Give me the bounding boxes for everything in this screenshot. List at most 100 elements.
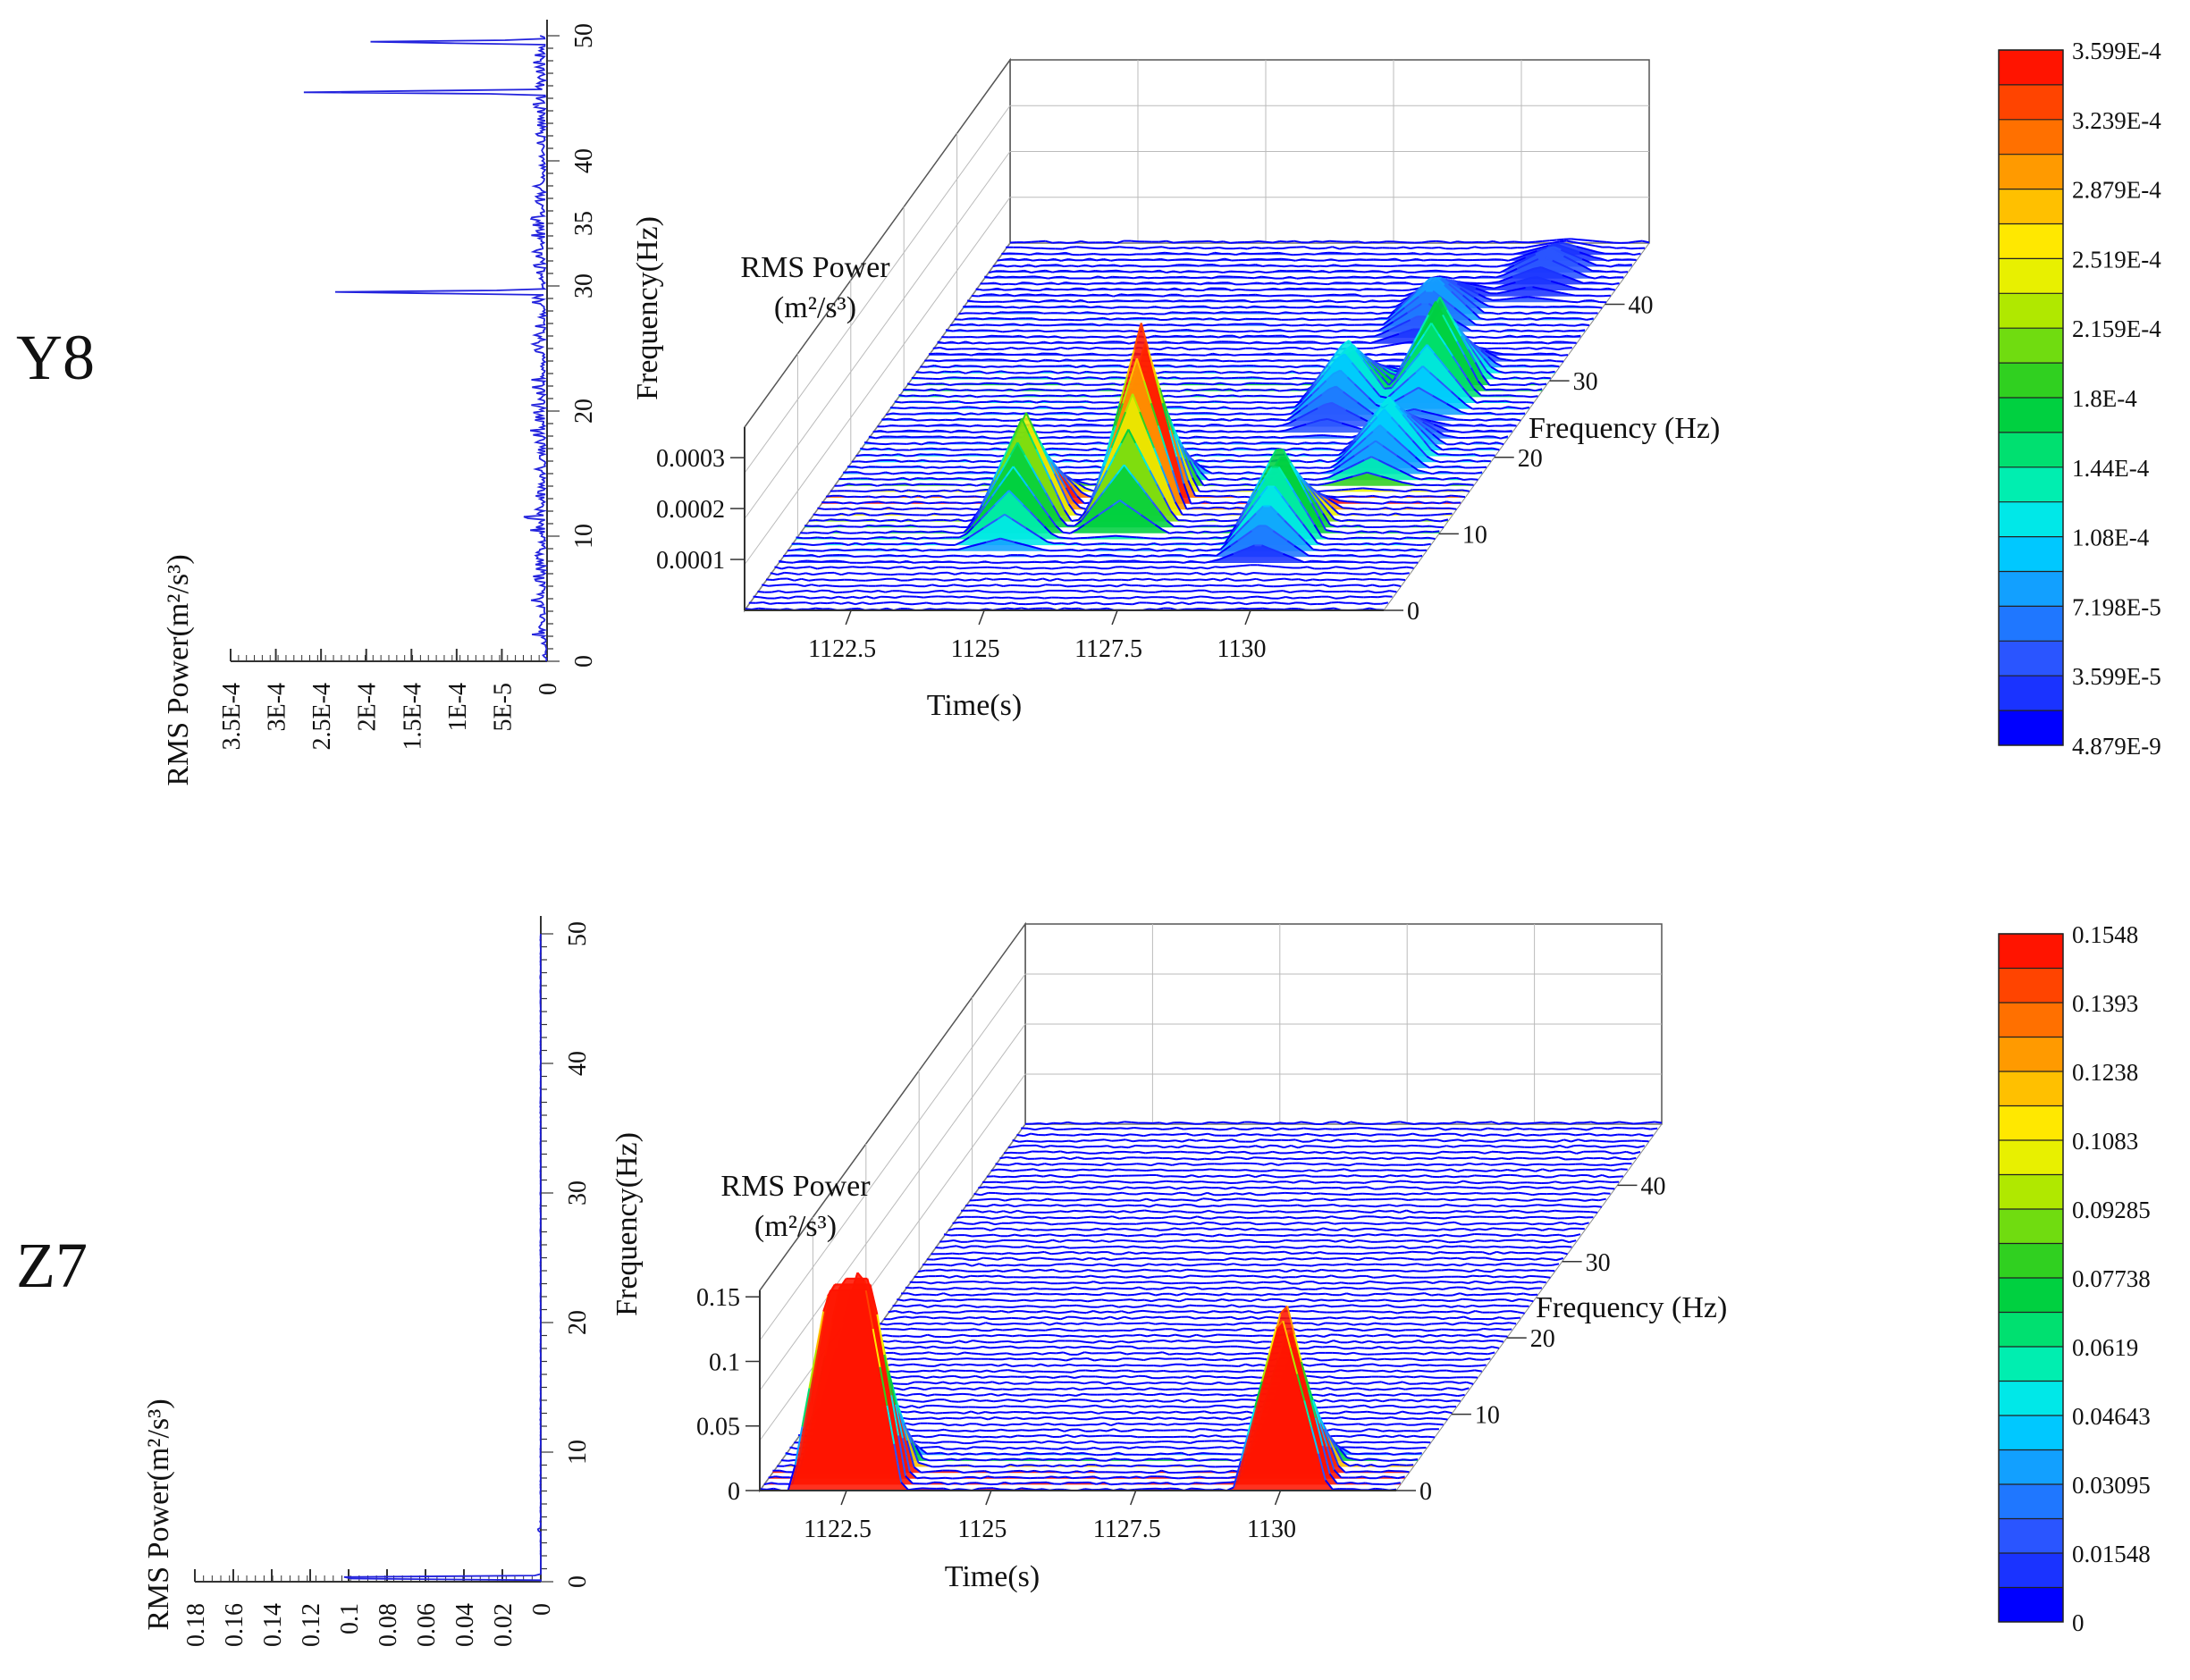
waterfall-strip-line xyxy=(1588,243,1596,248)
waterfall-strip-line xyxy=(1416,431,1425,442)
waterfall-strip-line xyxy=(1284,323,1292,327)
waterfall-strip-line xyxy=(1381,513,1389,517)
waterfall-strip-line xyxy=(1391,489,1399,492)
waterfall-strip-line xyxy=(1063,471,1071,475)
waterfall-strip-line xyxy=(1263,401,1271,404)
waterfall-strip-line xyxy=(980,511,989,520)
waterfall-strip-line xyxy=(1499,329,1508,333)
waterfall-strip-line xyxy=(1111,335,1120,338)
waterfall-strip-line xyxy=(1405,489,1413,492)
waterfall-strip-line xyxy=(1171,341,1179,345)
waterfall-strip-line xyxy=(1067,503,1077,515)
waterfall-strip-line xyxy=(1223,270,1231,273)
waterfall-strip-line xyxy=(1111,306,1120,309)
waterfall-strip-line xyxy=(1463,325,1472,332)
waterfall-strip-line xyxy=(1213,518,1221,523)
waterfall-strip-line xyxy=(1292,281,1301,286)
waterfall-strip-line xyxy=(1251,448,1259,451)
waterfall-strip-line xyxy=(962,514,970,517)
waterfall-strip-line xyxy=(974,495,982,499)
waterfall-strip-line xyxy=(987,312,995,315)
waterfall-strip-line xyxy=(1101,535,1109,538)
waterfall-strip-line xyxy=(1368,357,1377,365)
waterfall-strip-line xyxy=(1375,276,1383,280)
waterfall-strip-line xyxy=(995,330,1003,333)
waterfall-strip-line xyxy=(1437,421,1446,425)
waterfall-strip-line xyxy=(1023,358,1032,362)
waterfall-strip-line xyxy=(1521,406,1530,410)
waterfall-strip-line xyxy=(1389,449,1398,457)
waterfall-strip-line xyxy=(1411,264,1419,267)
waterfall-strip-line xyxy=(1178,401,1186,404)
waterfall-strip-line xyxy=(1344,317,1352,321)
waterfall-strip-line xyxy=(1377,311,1386,315)
waterfall-strip-line xyxy=(1195,475,1205,486)
waterfall-strip-line xyxy=(1158,510,1167,522)
waterfall-strip-line xyxy=(1214,311,1222,315)
waterfall-strip-line xyxy=(828,530,837,534)
waterfall-strip-line xyxy=(1385,252,1393,256)
waterfall-strip-line xyxy=(1329,462,1338,469)
waterfall-strip-line xyxy=(1375,362,1384,369)
waterfall-strip-line xyxy=(1108,388,1116,391)
waterfall-strip-line xyxy=(1053,257,1062,262)
waterfall-strip-line xyxy=(1423,323,1433,335)
waterfall-strip-line xyxy=(1363,252,1371,255)
waterfall-strip-line xyxy=(923,536,931,540)
waterfall-strip-line xyxy=(1475,471,1483,475)
waterfall-strip-line xyxy=(1341,422,1350,426)
waterfall-strip-line xyxy=(1564,284,1573,289)
waterfall-strip-line xyxy=(1253,334,1261,338)
waterfall-strip-line xyxy=(1200,341,1208,345)
waterfall-strip-line xyxy=(1353,530,1362,534)
waterfall-strip-line xyxy=(1059,517,1068,526)
waterfall-strip-line xyxy=(969,424,977,428)
waterfall-strip-line xyxy=(1526,401,1534,404)
waterfall-strip-line xyxy=(1323,434,1331,437)
waterfall-strip-line xyxy=(1238,317,1246,322)
waterfall-strip-line xyxy=(1160,288,1168,291)
waterfall-strip-line xyxy=(832,525,840,528)
waterfall-strip-line xyxy=(1394,384,1402,392)
waterfall-strip-line xyxy=(1084,497,1094,512)
waterfall-strip-line xyxy=(883,512,892,516)
waterfall-strip-line xyxy=(1151,299,1159,303)
spectrum-y8-frame xyxy=(231,20,548,662)
waterfall-strip-line xyxy=(1296,365,1304,369)
spectrum-x-tick-label: 5E-5 xyxy=(489,683,517,731)
waterfall-strip-line xyxy=(1099,441,1107,445)
waterfall-strip-line xyxy=(1082,543,1091,546)
waterfall-strip-line xyxy=(848,512,856,517)
waterfall-strip-line xyxy=(1461,387,1470,398)
waterfall-strip-line xyxy=(1038,358,1046,363)
waterfall-strip-line xyxy=(1079,311,1087,315)
waterfall-strip-line xyxy=(1421,270,1429,273)
waterfall-strip-line xyxy=(1476,306,1486,314)
waterfall-strip-line xyxy=(1276,265,1285,268)
waterfall-strip-line xyxy=(1296,475,1306,491)
waterfall-strip-line xyxy=(1363,355,1373,364)
waterfall-strip-line xyxy=(992,464,1002,481)
waterfall-strip-line xyxy=(1369,368,1378,380)
waterfall-strip-line xyxy=(1241,519,1251,529)
waterfall-strip-line xyxy=(1492,447,1500,451)
waterfall-strip-line xyxy=(1226,413,1234,416)
waterfall-strip-line xyxy=(1381,475,1389,480)
waterfall-strip-line xyxy=(1488,336,1496,340)
waterfall-strip-line xyxy=(1499,268,1508,273)
waterfall-strip-line xyxy=(1294,399,1303,408)
waterfall-strip-line xyxy=(1415,416,1424,424)
waterfall-strip-line xyxy=(1035,547,1044,551)
waterfall-strip-line xyxy=(1301,317,1310,322)
waterfall-strip-line xyxy=(1098,275,1106,280)
waterfall-strip-line xyxy=(875,525,883,527)
waterfall-strip-line xyxy=(904,494,912,499)
waterfall-strip-line xyxy=(1426,455,1435,462)
waterfall-strip-line xyxy=(1470,367,1479,382)
waterfall-strip-line xyxy=(1077,442,1085,446)
waterfall-strip-line xyxy=(1360,335,1369,339)
waterfall-strip-line xyxy=(1260,453,1268,457)
waterfall-strip-line xyxy=(1045,358,1053,362)
waterfall-strip-line xyxy=(1388,275,1397,279)
waterfall-strip-line xyxy=(1146,429,1155,449)
